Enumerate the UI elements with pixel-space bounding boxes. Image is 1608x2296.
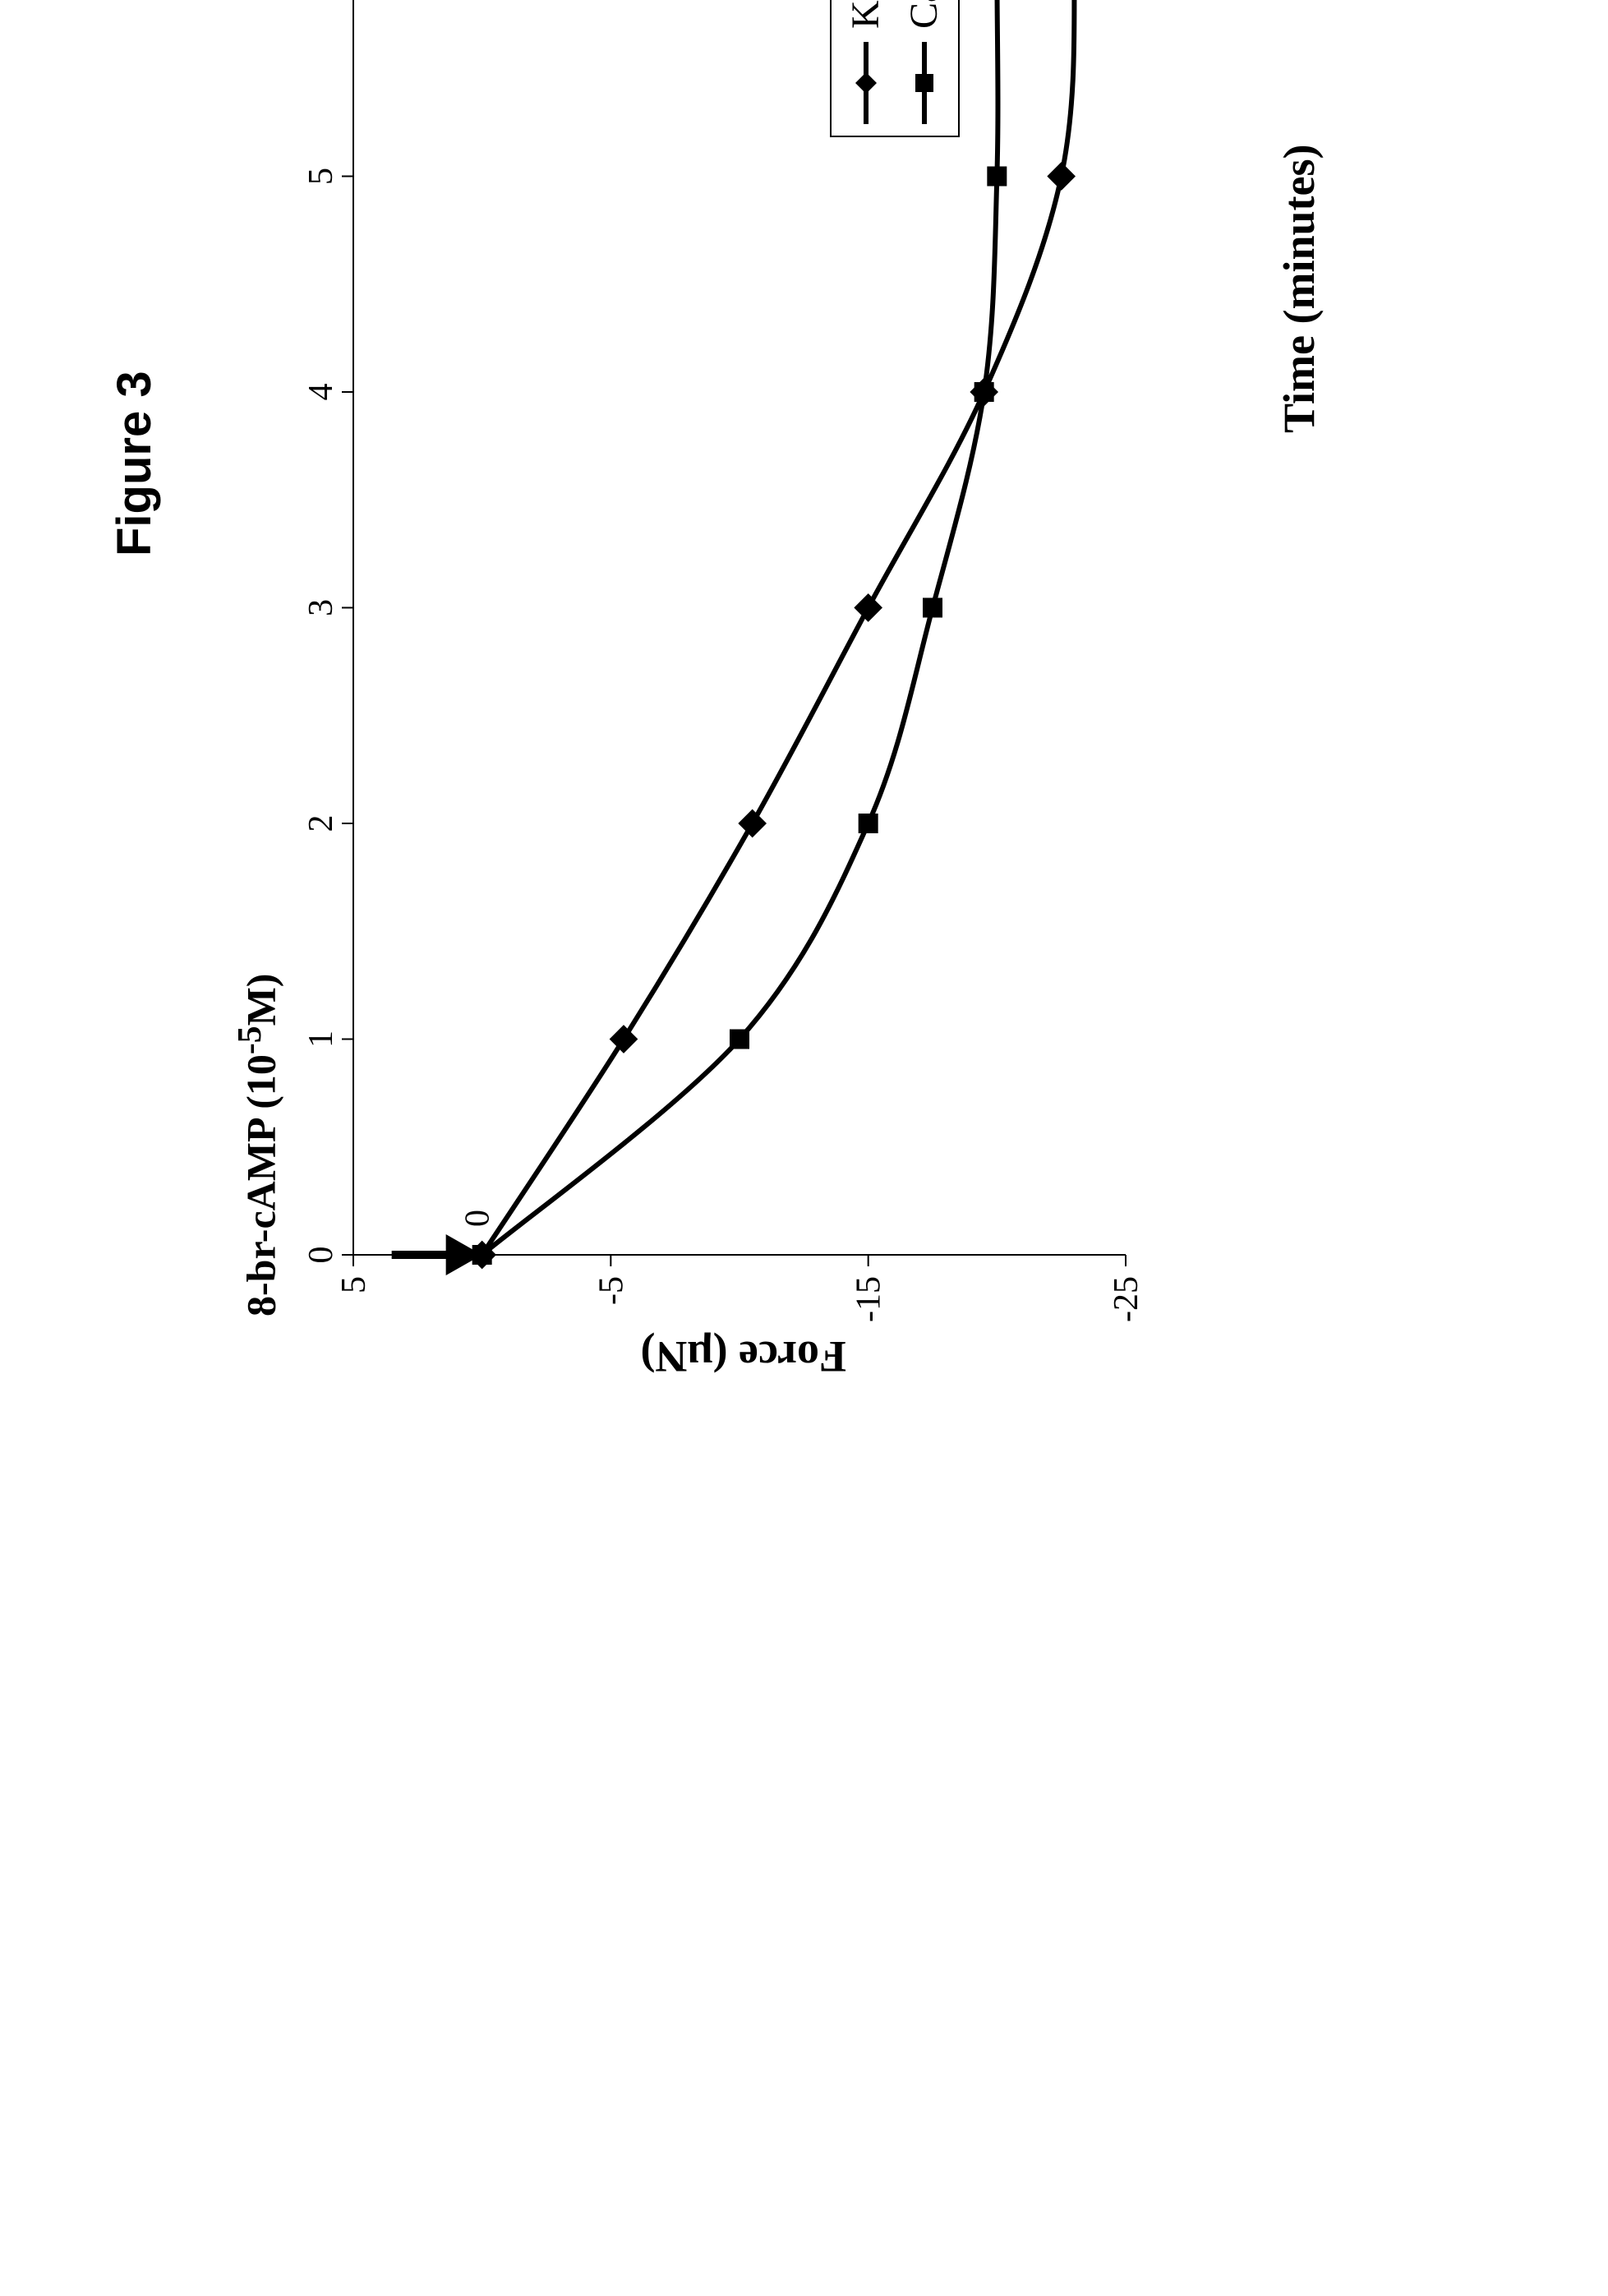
legend-swatch-diamond-icon [854,42,878,124]
annotation-sup: -5 [231,1026,269,1054]
y-axis-label: Force (µN) [641,1331,847,1382]
legend-item-krebs: Krebs [843,0,888,124]
svg-text:3: 3 [304,599,340,616]
line-chart: 0123456785-5-15-250 [304,0,1405,1411]
svg-text:0: 0 [304,1247,340,1264]
annotation-text-1: 8-br-cAMP (10 [238,1054,284,1316]
legend-label-ca-prefix: Ca [902,0,946,29]
svg-text:0: 0 [459,1210,497,1227]
svg-text:5: 5 [335,1276,373,1293]
legend-item-ca-free-krebs: Ca2+ Free Krebs [901,0,947,124]
x-axis-label: Time (minutes) [1274,145,1325,433]
svg-text:-5: -5 [592,1276,630,1305]
chart-container: 0123456785-5-15-250 Force (µN) Time (min… [304,0,1405,1411]
svg-text:2: 2 [304,815,340,832]
legend-label-krebs: Krebs [843,0,888,29]
svg-text:-15: -15 [850,1276,888,1322]
figure-title: Figure 3 [107,371,162,556]
annotation-label: 8-br-cAMP (10-5M) [230,974,285,1316]
legend: Krebs Ca2+ Free Krebs [830,0,960,137]
svg-text:5: 5 [304,168,340,185]
annotation-text-2: M) [238,974,284,1026]
legend-swatch-square-icon [912,42,937,124]
legend-label-ca-free-krebs: Ca2+ Free Krebs [901,0,947,29]
svg-text:-25: -25 [1108,1276,1145,1322]
svg-text:1: 1 [304,1030,340,1048]
svg-text:4: 4 [304,384,340,401]
